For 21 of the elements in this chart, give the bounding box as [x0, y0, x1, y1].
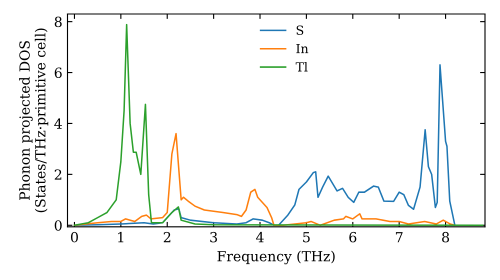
x-tick-label: 3	[210, 232, 218, 242]
line-series	[74, 132, 456, 226]
x-tick-label: 6	[349, 232, 356, 242]
legend-label: Tl	[296, 62, 308, 72]
x-tick-label: 4	[256, 232, 264, 242]
y-tick-label: 0	[54, 220, 62, 231]
x-tick-label: 1	[118, 232, 124, 242]
y-tick-label: 6	[54, 68, 62, 78]
y-axis-title: Phonon projected DOS (States/THz·primitive cell)	[19, 28, 48, 212]
legend-label: In	[296, 44, 308, 54]
line-series	[74, 24, 484, 226]
y-tick-label: 8	[54, 16, 62, 28]
x-tick-label: 2	[164, 232, 170, 242]
legend-label: S	[296, 25, 304, 35]
x-tick-label: 8	[442, 232, 450, 242]
x-tick-label: 7	[396, 232, 403, 242]
y-tick-label: 4	[54, 118, 62, 129]
x-tick-label: 0	[70, 232, 78, 242]
x-axis-title: Frequency (THz)	[217, 250, 335, 264]
y-tick-label: 2	[54, 169, 62, 180]
x-tick-label: 5	[303, 232, 310, 242]
